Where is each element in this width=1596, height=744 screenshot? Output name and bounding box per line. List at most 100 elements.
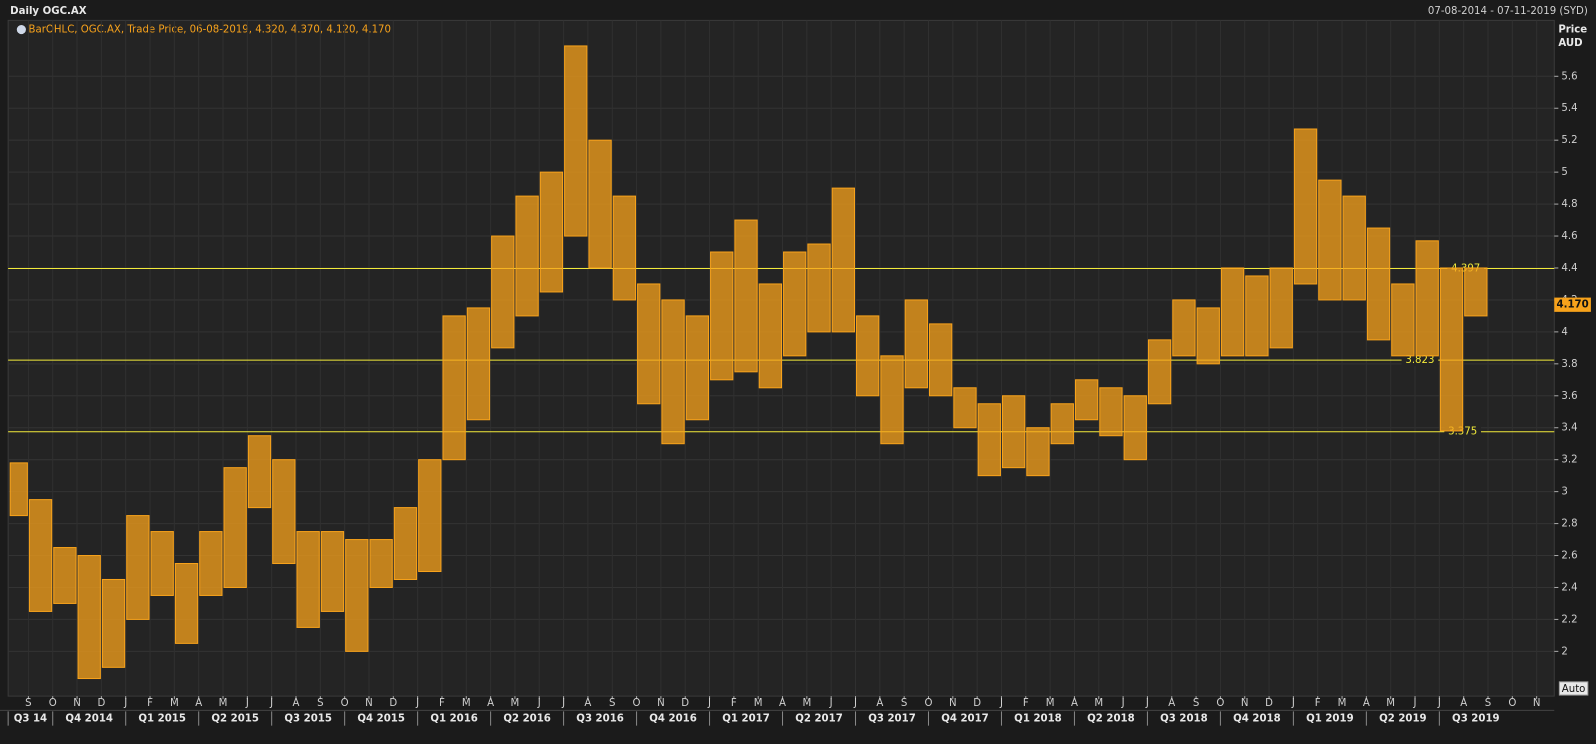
- y-tick-label: 2.4: [1561, 582, 1577, 593]
- x-tick-label: A: [876, 698, 883, 709]
- price-range-bar: [1123, 395, 1147, 461]
- auto-button-label[interactable]: Auto: [1562, 684, 1586, 695]
- price-range-bar: [1415, 240, 1439, 357]
- x-tick-label: A: [1071, 698, 1078, 709]
- x-tick-label: J: [999, 698, 1003, 709]
- x-tick-label: M: [511, 698, 520, 709]
- price-range-bar: [28, 499, 53, 612]
- price-range-bar: [734, 219, 758, 373]
- x-tick-label: F: [147, 698, 153, 709]
- horizontal-line-label: 3.823: [1405, 355, 1434, 366]
- price-range-bar: [1366, 227, 1391, 341]
- price-range-bar: [807, 243, 831, 333]
- quarter-label: Q4 2016: [649, 714, 697, 725]
- horizontal-line-label-bg: [1401, 354, 1439, 367]
- price-range-bar: [1391, 283, 1415, 357]
- price-range-bar: [1220, 267, 1245, 357]
- x-tick-label: D: [389, 698, 397, 709]
- quarter-label: Q2 2015: [211, 714, 259, 725]
- x-tick-label: S: [1193, 698, 1199, 709]
- price-range-bar: [369, 539, 393, 588]
- y-tick-label: 2.6: [1561, 551, 1577, 562]
- price-range-bar: [77, 555, 101, 680]
- x-tick-label: M: [1338, 698, 1347, 709]
- x-tick-label: O: [49, 698, 57, 709]
- y-tick-label: 3: [1561, 487, 1567, 498]
- price-range-bar: [685, 315, 710, 421]
- quarter-label: Q4 2017: [941, 714, 989, 725]
- quarter-label: Q2 2019: [1379, 714, 1427, 725]
- y-unit: AUD: [1558, 38, 1582, 49]
- price-range-bar: [442, 315, 466, 461]
- price-range-bar: [418, 459, 442, 573]
- x-tick-label: M: [170, 698, 179, 709]
- quarter-label: Q1 2019: [1306, 714, 1354, 725]
- quarter-label: Q2 2017: [795, 714, 843, 725]
- price-range-bar: [1293, 128, 1318, 285]
- quarter-label: Q4 2014: [65, 714, 113, 725]
- x-tick-label: J: [415, 698, 419, 709]
- x-tick-label: A: [195, 698, 202, 709]
- price-range-bar: [1464, 267, 1488, 317]
- x-tick-label: J: [1291, 698, 1295, 709]
- x-tick-label: M: [754, 698, 763, 709]
- x-tick-label: M: [219, 698, 228, 709]
- x-tick-label: M: [1386, 698, 1395, 709]
- x-tick-label: A: [584, 698, 591, 709]
- price-range-bar: [831, 187, 855, 333]
- x-tick-label: J: [1145, 698, 1149, 709]
- x-tick-label: S: [901, 698, 907, 709]
- quarter-label: Q4 2015: [357, 714, 405, 725]
- y-tick-label: 4.4: [1561, 263, 1577, 274]
- horizontal-line-label: 3.375: [1448, 427, 1477, 438]
- price-range-bar: [1147, 339, 1172, 405]
- x-tick-label: A: [1168, 698, 1175, 709]
- auto-button[interactable]: [1558, 681, 1589, 696]
- y-tick-label: 2.2: [1561, 614, 1577, 625]
- price-range-bar: [515, 195, 539, 317]
- x-tick-label: M: [462, 698, 471, 709]
- x-tick-label: D: [1265, 698, 1273, 709]
- price-range-bar: [1342, 195, 1366, 301]
- y-tick-label: 5.2: [1561, 135, 1577, 146]
- y-tick-label: 4.6: [1561, 231, 1577, 242]
- y-tick-label: 2.8: [1561, 519, 1577, 530]
- y-tick-label: 4.8: [1561, 199, 1577, 210]
- price-range-bar: [320, 531, 345, 612]
- price-range-bar: [1099, 387, 1123, 437]
- quarter-label: Q3 2016: [576, 714, 624, 725]
- price-range-bar: [637, 283, 661, 405]
- x-tick-label: N: [949, 698, 957, 709]
- price-range-bar: [758, 283, 783, 389]
- quarter-label: Q3 2019: [1452, 714, 1500, 725]
- x-tick-label: F: [439, 698, 445, 709]
- price-range-bar: [150, 531, 174, 596]
- price-range-bar: [588, 139, 612, 269]
- price-range-bar: [126, 515, 150, 620]
- quarter-label: Q1 2018: [1014, 714, 1062, 725]
- price-range-bar: [612, 195, 637, 301]
- price-range-bar: [564, 45, 588, 237]
- chart-title: Daily OGC.AX: [10, 6, 87, 17]
- legend-icon[interactable]: [16, 24, 26, 35]
- x-tick-label: S: [609, 698, 615, 709]
- x-tick-label: J: [123, 698, 127, 709]
- price-range-bar: [491, 235, 515, 349]
- quarter-label: Q2 2018: [1087, 714, 1135, 725]
- price-range-bar: [1318, 179, 1342, 301]
- x-tick-label: M: [1046, 698, 1055, 709]
- quarter-label: Q3 14: [14, 714, 47, 725]
- price-range-bar: [53, 547, 77, 604]
- x-tick-label: D: [681, 698, 689, 709]
- y-tick-label: 5.6: [1561, 71, 1577, 82]
- y-tick-label: 5: [1561, 167, 1567, 178]
- quarter-label: Q4 2018: [1233, 714, 1281, 725]
- price-range-bar: [1269, 267, 1293, 349]
- x-tick-label: A: [487, 698, 494, 709]
- x-tick-label: S: [317, 698, 323, 709]
- legend-text[interactable]: BarOHLC, OGC.AX, Trade Price, 06-08-2019…: [28, 25, 390, 36]
- price-range-bar: [296, 531, 320, 628]
- price-range-bar: [9, 462, 28, 517]
- price-range-bar: [880, 355, 904, 445]
